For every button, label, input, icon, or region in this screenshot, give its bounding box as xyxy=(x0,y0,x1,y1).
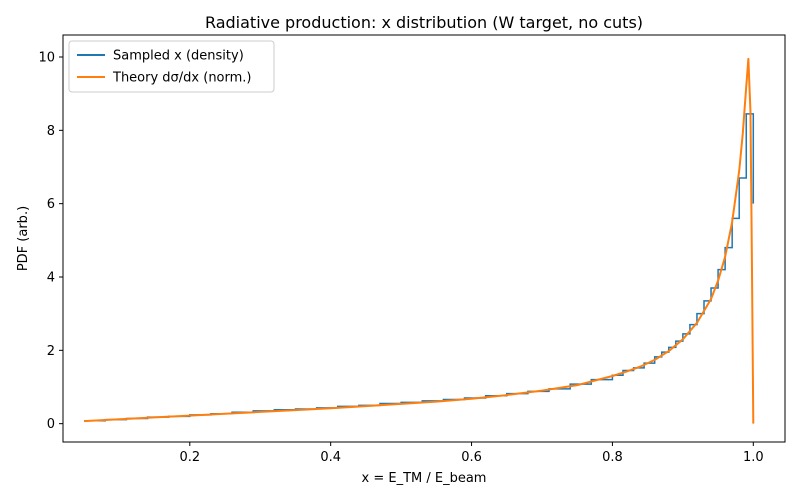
x-tick-label: 0.6 xyxy=(461,450,482,465)
legend-label: Sampled x (density) xyxy=(113,49,244,64)
axes-frame xyxy=(62,34,786,443)
legend: Sampled x (density) Theory dσ/dx (norm.) xyxy=(68,40,275,93)
y-tick-label: 8 xyxy=(47,124,55,139)
legend-box xyxy=(68,40,275,93)
x-tick-label: 0.8 xyxy=(602,450,623,465)
series-theory-line xyxy=(84,57,755,424)
plot-area xyxy=(84,57,755,424)
chart-title: Radiative production: x distribution (W … xyxy=(205,13,643,32)
x-tick-label: 0.4 xyxy=(320,450,341,465)
y-axis: 0 2 4 6 8 10 xyxy=(38,51,63,432)
y-tick-label: 6 xyxy=(47,197,55,212)
y-tick-label: 0 xyxy=(47,417,55,432)
y-tick-label: 2 xyxy=(47,344,55,359)
legend-label: Theory dσ/dx (norm.) xyxy=(112,71,252,86)
y-tick-label: 4 xyxy=(47,271,55,286)
y-axis-label: PDF (arb.) xyxy=(16,206,31,271)
x-axis: 0.2 0.4 0.6 0.8 1.0 xyxy=(179,442,764,465)
x-tick-label: 0.2 xyxy=(179,450,200,465)
x-axis-label: x = E_TM / E_beam xyxy=(362,471,487,486)
x-tick-label: 1.0 xyxy=(743,450,764,465)
y-tick-label: 10 xyxy=(38,51,55,66)
